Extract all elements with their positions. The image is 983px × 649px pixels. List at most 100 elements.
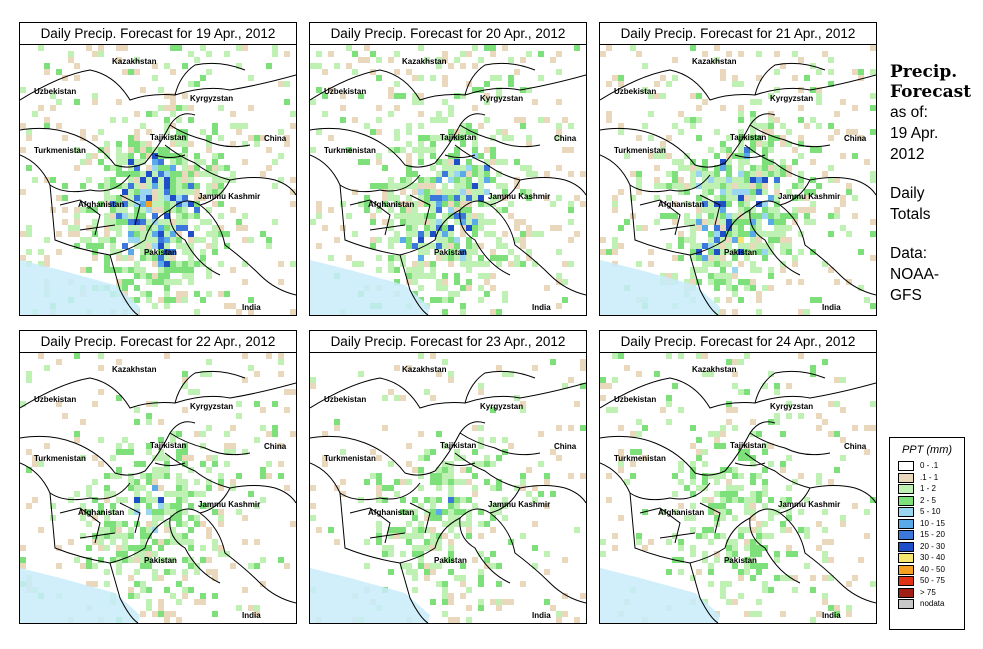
legend-swatch	[898, 484, 914, 494]
label-kyrgyzstan: Kyrgyzstan	[190, 402, 233, 411]
label-china: China	[554, 442, 577, 451]
heading-line-2: Forecast	[890, 82, 972, 102]
label-india: India	[532, 611, 551, 620]
legend-item: 20 - 30	[890, 541, 964, 553]
label-turkmenistan: Turkmenistan	[614, 454, 666, 463]
label-india: India	[242, 611, 261, 620]
legend-label: 1 - 2	[920, 484, 937, 493]
label-jammu: Jammu Kashmir	[198, 500, 260, 509]
forecast-panel: Daily Precip. Forecast for 22 Apr., 2012…	[19, 330, 297, 624]
label-afghanistan: Afghanistan	[658, 200, 704, 209]
label-pakistan: Pakistan	[434, 248, 467, 257]
label-kyrgyzstan: Kyrgyzstan	[480, 402, 523, 411]
label-uzbekistan: Uzbekistan	[324, 87, 366, 96]
label-india: India	[532, 303, 551, 312]
label-jammu: Jammu Kashmir	[198, 192, 260, 201]
precip-map: Kazakhstan Uzbekistan Kyrgyzstan Tajikistan…	[19, 44, 297, 316]
legend-item: 50 - 75	[890, 575, 964, 587]
legend-swatch	[898, 530, 914, 540]
precip-map: Kazakhstan Uzbekistan Kyrgyzstan Tajikistan…	[309, 352, 587, 624]
forecast-panel: Daily Precip. Forecast for 19 Apr., 2012…	[19, 22, 297, 316]
forecast-panel: Daily Precip. Forecast for 23 Apr., 2012…	[309, 330, 587, 624]
legend-item: 2 - 5	[890, 495, 964, 507]
legend-label: 5 - 10	[920, 507, 941, 516]
legend-label: 0 - .1	[920, 461, 939, 470]
label-kyrgyzstan: Kyrgyzstan	[770, 94, 813, 103]
legend-item: 30 - 40	[890, 552, 964, 564]
label-afghanistan: Afghanistan	[368, 508, 414, 517]
legend-label: .1 - 1	[920, 472, 939, 482]
legend-swatch	[898, 541, 914, 552]
label-china: China	[844, 134, 867, 143]
label-afghanistan: Afghanistan	[368, 200, 414, 209]
label-kazakhstan: Kazakhstan	[112, 57, 157, 66]
label-india: India	[822, 303, 841, 312]
label-afghanistan: Afghanistan	[78, 508, 124, 517]
label-jammu: Jammu Kashmir	[488, 192, 550, 201]
legend-swatch	[898, 472, 914, 483]
as-of-date: 19 Apr.	[890, 125, 939, 142]
precip-legend: PPT (mm) 0 - .1 .1 - 1 1 - 2 2 - 5 5 - 10 10 …	[889, 437, 965, 630]
legend-item: nodata	[890, 598, 964, 610]
label-pakistan: Pakistan	[724, 248, 757, 257]
legend-title: PPT (mm)	[901, 444, 953, 456]
label-kyrgyzstan: Kyrgyzstan	[190, 94, 233, 103]
heading-line-1: Precip.	[890, 62, 958, 82]
legend-swatch	[898, 461, 914, 471]
data-label: Data:	[890, 245, 928, 262]
label-kazakhstan: Kazakhstan	[692, 365, 737, 374]
legend-label: > 75	[920, 587, 936, 597]
precip-map: Kazakhstan Uzbekistan Kyrgyzstan Tajikistan…	[19, 352, 297, 624]
legend-item: 5 - 10	[890, 506, 964, 518]
label-tajikistan: Tajikistan	[150, 133, 186, 142]
legend-swatch	[898, 553, 914, 563]
legend-label: 2 - 5	[920, 495, 937, 505]
label-pakistan: Pakistan	[144, 556, 177, 565]
label-tajikistan: Tajikistan	[730, 133, 766, 142]
label-india: India	[822, 611, 841, 620]
label-turkmenistan: Turkmenistan	[324, 454, 376, 463]
label-india: India	[242, 303, 261, 312]
legend-item: 15 - 20	[890, 529, 964, 541]
legend-swatch	[898, 599, 914, 609]
label-tajikistan: Tajikistan	[440, 133, 476, 142]
legend-swatch	[898, 507, 914, 517]
label-china: China	[264, 442, 287, 451]
label-pakistan: Pakistan	[144, 248, 177, 257]
panel-title: Daily Precip. Forecast for 22 Apr., 2012	[19, 330, 297, 353]
label-uzbekistan: Uzbekistan	[34, 395, 76, 404]
label-kazakhstan: Kazakhstan	[402, 57, 447, 66]
legend-label: 50 - 75	[920, 576, 945, 585]
legend-item: 0 - .1	[890, 460, 964, 472]
as-of-label: as of:	[890, 104, 928, 121]
forecast-info: Precip. Forecast as of: 19 Apr. 2012 Dai…	[890, 62, 980, 306]
panel-title: Daily Precip. Forecast for 23 Apr., 2012	[309, 330, 587, 353]
label-tajikistan: Tajikistan	[440, 441, 476, 450]
label-turkmenistan: Turkmenistan	[324, 146, 376, 155]
forecast-panel: Daily Precip. Forecast for 21 Apr., 2012…	[599, 22, 877, 316]
label-kazakhstan: Kazakhstan	[692, 57, 737, 66]
daily-label: Daily	[890, 185, 925, 202]
label-jammu: Jammu Kashmir	[488, 500, 550, 509]
legend-item: .1 - 1	[890, 472, 964, 484]
label-china: China	[264, 134, 287, 143]
precip-map: Kazakhstan Uzbekistan Kyrgyzstan Tajikistan…	[599, 352, 877, 624]
legend-label: 15 - 20	[920, 530, 945, 539]
panel-title: Daily Precip. Forecast for 20 Apr., 2012	[309, 22, 587, 45]
panel-title: Daily Precip. Forecast for 21 Apr., 2012	[599, 22, 877, 45]
label-kyrgyzstan: Kyrgyzstan	[770, 402, 813, 411]
label-kazakhstan: Kazakhstan	[112, 365, 157, 374]
legend-swatch	[898, 495, 914, 506]
precip-map: Kazakhstan Uzbekistan Kyrgyzstan Tajikistan…	[599, 44, 877, 316]
label-tajikistan: Tajikistan	[730, 441, 766, 450]
totals-label: Totals	[890, 206, 931, 223]
label-china: China	[844, 442, 867, 451]
data-source-1: NOAA-	[890, 266, 940, 283]
label-jammu: Jammu Kashmir	[778, 192, 840, 201]
label-afghanistan: Afghanistan	[78, 200, 124, 209]
forecast-panel: Daily Precip. Forecast for 24 Apr., 2012…	[599, 330, 877, 624]
legend-label: nodata	[920, 599, 945, 608]
legend-label: 40 - 50	[920, 564, 945, 574]
label-turkmenistan: Turkmenistan	[34, 146, 86, 155]
label-pakistan: Pakistan	[724, 556, 757, 565]
